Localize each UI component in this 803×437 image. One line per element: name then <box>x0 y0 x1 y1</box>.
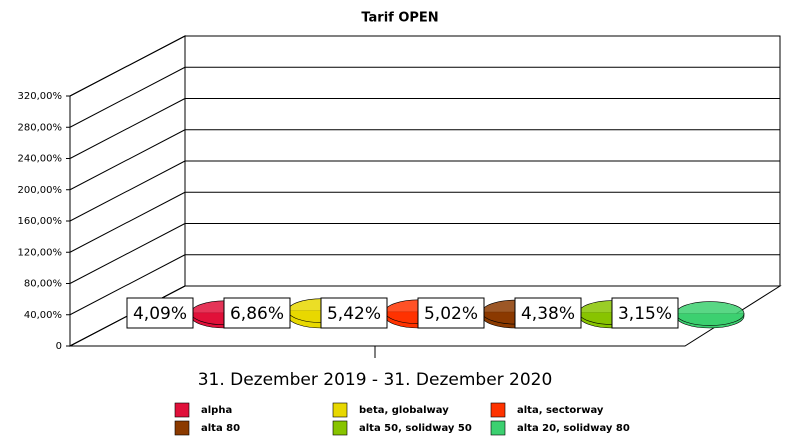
y-tick-label: 200,00% <box>18 185 63 196</box>
grid-line <box>69 66 186 128</box>
y-tick-label: 80,00% <box>24 279 62 290</box>
legend-swatch <box>490 402 506 418</box>
legend-swatch <box>174 420 190 436</box>
legend-swatch <box>332 420 348 436</box>
grid-line <box>69 223 186 284</box>
y-tick-label: 280,00% <box>18 122 63 133</box>
y-tick-label: 160,00% <box>18 216 63 227</box>
grid-line <box>69 98 186 159</box>
legend-swatch <box>490 420 506 436</box>
legend-label: alta 20, solidway 80 <box>517 423 630 434</box>
value-label: 4,38% <box>521 304 575 324</box>
value-label: 6,86% <box>230 304 284 324</box>
legend-label: alta, sectorway <box>517 405 604 416</box>
grid-line <box>69 191 186 253</box>
y-tick-label: 240,00% <box>18 154 63 165</box>
grid-line <box>69 35 186 97</box>
x-tick-label: 31. Dezember 2019 - 31. Dezember 2020 <box>198 370 553 390</box>
bar <box>675 301 745 329</box>
legend-label: beta, globalway <box>359 405 449 416</box>
value-label: 4,09% <box>133 304 187 324</box>
chart-title: Tarif OPEN <box>361 11 438 26</box>
value-label-box <box>611 297 679 329</box>
value-label-box <box>417 297 485 329</box>
legend-label: alta 80 <box>201 423 240 434</box>
value-label-box <box>514 297 582 329</box>
bar-top <box>675 301 745 326</box>
value-label-box <box>126 297 194 329</box>
legend-label: alta 50, solidway 50 <box>359 423 472 434</box>
value-label: 5,02% <box>424 304 478 324</box>
value-label: 3,15% <box>618 304 672 324</box>
grid-line <box>69 160 186 222</box>
y-tick-label: 0 <box>56 341 62 352</box>
legend-label: alpha <box>201 405 232 416</box>
legend-swatch <box>174 402 190 418</box>
grid-line <box>69 254 186 316</box>
y-tick-label: 40,00% <box>24 310 62 321</box>
legend-swatch <box>332 402 348 418</box>
value-label-box <box>320 297 388 329</box>
value-label-box <box>223 297 291 329</box>
grid-line <box>69 129 186 191</box>
y-tick-label: 120,00% <box>18 247 63 258</box>
y-tick-label: 320,00% <box>18 91 63 102</box>
value-label: 5,42% <box>327 304 381 324</box>
